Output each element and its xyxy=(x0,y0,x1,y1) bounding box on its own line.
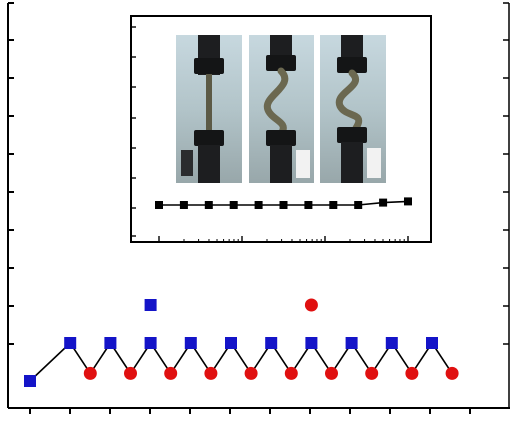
circle-marker-s1-8 xyxy=(405,366,419,380)
circle-marker-s1-7 xyxy=(365,366,379,380)
square-marker-s0-9 xyxy=(385,337,398,349)
inset-square-marker-10 xyxy=(404,197,412,206)
inset-series-markers xyxy=(155,197,412,209)
inset-square-marker-5 xyxy=(279,201,288,209)
square-marker-s0-4 xyxy=(184,337,197,349)
square-marker-s2-0 xyxy=(144,299,157,311)
inset-square-marker-7 xyxy=(329,201,338,209)
inset-square-marker-9 xyxy=(379,198,388,207)
inset-panel xyxy=(130,15,432,243)
square-marker-s0-0 xyxy=(24,375,36,387)
square-marker-s0-6 xyxy=(265,337,278,349)
square-marker-s0-8 xyxy=(345,337,358,349)
square-marker-s0-3 xyxy=(144,337,157,349)
specimen-photo-straight xyxy=(176,35,242,183)
circle-marker-s1-5 xyxy=(284,366,298,380)
square-marker-s0-5 xyxy=(225,337,237,349)
inset-square-marker-3 xyxy=(229,201,238,209)
main-plot-area xyxy=(7,2,510,414)
specimen-photo-bent xyxy=(249,35,314,183)
circle-marker-s1-2 xyxy=(164,366,178,380)
inset-square-marker-0 xyxy=(155,201,163,209)
main-x-ticks xyxy=(29,408,471,414)
square-marker-s0-10 xyxy=(426,337,438,349)
circle-marker-s1-6 xyxy=(325,366,338,380)
inset-square-marker-8 xyxy=(354,201,363,209)
circle-marker-s1-4 xyxy=(244,366,258,380)
square-marker-s0-7 xyxy=(305,337,318,349)
main-series-markers xyxy=(24,298,459,387)
inset-y-ticks xyxy=(131,26,136,237)
inset-square-marker-2 xyxy=(204,201,213,209)
inset-square-marker-1 xyxy=(179,201,188,209)
circle-marker-s1-1 xyxy=(124,366,137,380)
inset-square-marker-6 xyxy=(304,201,313,209)
specimen-photo-buckled xyxy=(320,35,386,183)
inset-square-marker-4 xyxy=(254,201,263,209)
square-marker-s0-2 xyxy=(104,337,117,349)
inset-x-ticks xyxy=(158,236,409,242)
circle-marker-s1-0 xyxy=(83,366,97,380)
circle-marker-s3-0 xyxy=(304,298,318,312)
circle-marker-s1-3 xyxy=(204,366,218,380)
circle-marker-s1-9 xyxy=(445,366,459,380)
main-y-ticks xyxy=(8,2,509,345)
square-marker-s0-1 xyxy=(64,337,77,349)
